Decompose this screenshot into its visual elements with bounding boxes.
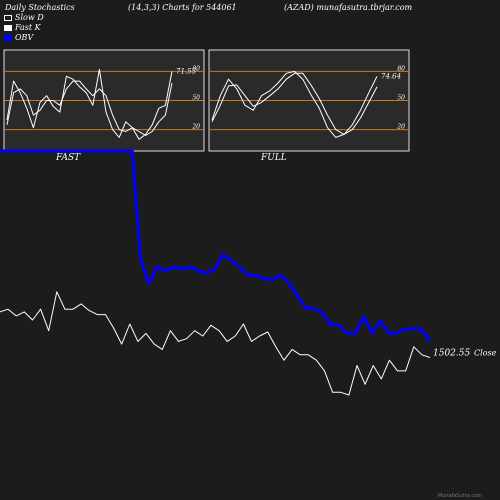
legend-label-obv: OBV [15, 33, 34, 42]
full-tick-label-50: 50 [397, 95, 405, 102]
close-last-value-label: 1502.55 [433, 348, 470, 358]
watermark: MunafaSutra.com [437, 493, 482, 499]
fast-tick-label-20: 20 [191, 124, 200, 131]
fast-tick-label-50: 50 [192, 95, 200, 102]
full-slow-d-line [211, 72, 378, 135]
legend-label-fast-k: Fast K [15, 23, 41, 32]
obv-line [0, 149, 432, 343]
legend-obv: OBV [4, 33, 33, 42]
fast-tick-label-80: 80 [192, 65, 200, 72]
fast-fast-k-line [6, 69, 173, 140]
legend-label-slow-d: Slow D [15, 13, 44, 22]
legend-swatch-slow-d [4, 14, 12, 21]
header-right: (AZAD) munafasutra.tbrjar.com [284, 3, 413, 12]
close-last-value-suffix: Close [474, 348, 497, 357]
legend-fast-k: Fast K [4, 23, 41, 32]
header-center: (14,3,3) Charts for 544061 [128, 3, 237, 12]
full-last-value-label: 74.64 [381, 72, 401, 80]
full-tick-label-80: 80 [397, 65, 405, 72]
full-tick-label-20: 20 [396, 124, 405, 131]
fast-panel-title: FAST [55, 153, 81, 163]
legend-slow-d: Slow D [4, 13, 44, 22]
header-left: Daily Stochastics [5, 3, 75, 12]
close-price-line [0, 291, 431, 396]
legend-swatch-fast-k [4, 24, 12, 31]
full-panel-title: FULL [260, 153, 287, 163]
legend-swatch-obv [4, 34, 12, 41]
fast-last-value-label: 71.55 [176, 67, 197, 75]
full-fast-k-line [211, 70, 378, 138]
